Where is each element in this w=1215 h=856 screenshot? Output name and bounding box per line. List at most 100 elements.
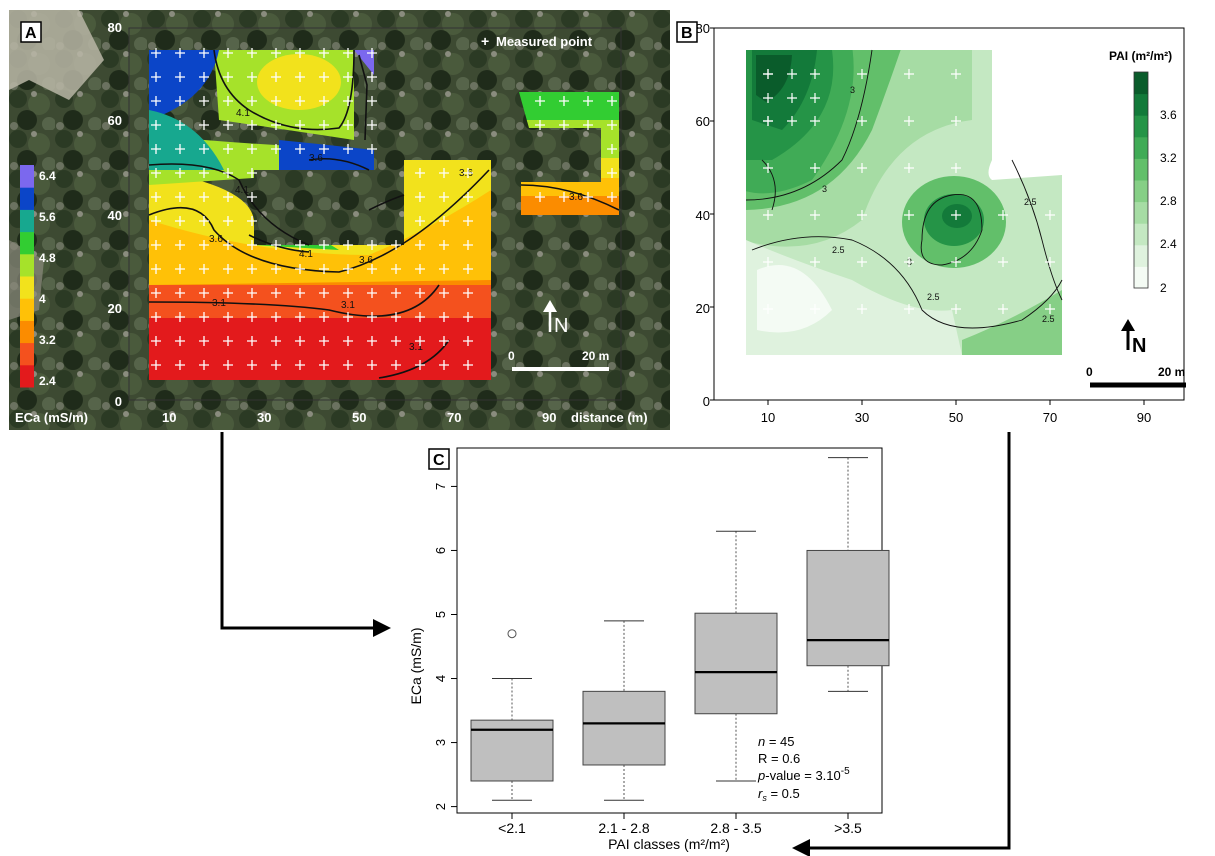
measured-points — [151, 48, 617, 370]
pai-contour-label: 2.5 — [832, 245, 845, 255]
measured-point-mark — [271, 120, 281, 130]
pai-legend-title: PAI (m²/m²) — [1109, 49, 1172, 63]
measured-point-mark — [199, 360, 209, 370]
pai-legend-swatch — [1134, 115, 1148, 138]
measured-point-mark — [367, 288, 377, 298]
y-tick-label: 60 — [696, 114, 710, 129]
svg-text:p-value = 3.10-5: p-value = 3.10-5 — [757, 766, 850, 783]
measured-point-mark — [463, 336, 473, 346]
panel-b-tick-marks — [710, 27, 1145, 405]
measured-point-mark — [175, 312, 185, 322]
outlier-point — [507, 629, 517, 639]
measured-point-mark — [223, 72, 233, 82]
pai-point-mark — [951, 69, 961, 79]
pai-point-mark — [857, 304, 867, 314]
measured-point-mark — [175, 168, 185, 178]
ec-legend-tick: 5.6 — [39, 210, 56, 224]
measured-point-mark — [295, 360, 305, 370]
measured-point-mark — [559, 96, 569, 106]
pai-legend-ticks: 3.6 3.2 2.8 2.4 2 — [1160, 108, 1177, 295]
measured-point-mark — [223, 264, 233, 274]
measured-point-mark — [271, 96, 281, 106]
measured-point-mark — [319, 240, 329, 250]
ec-legend-ticks: 6.4 5.6 4.8 4 3.2 2.4 — [39, 169, 56, 388]
measured-point-mark — [367, 72, 377, 82]
measured-point-mark — [175, 240, 185, 250]
measured-point-mark — [607, 192, 617, 202]
measured-point-mark — [151, 288, 161, 298]
y-tick-label: 6 — [433, 547, 448, 554]
measured-point-mark — [247, 168, 257, 178]
pai-point-mark — [951, 304, 961, 314]
measured-point-mark — [415, 288, 425, 298]
measured-point-mark — [367, 96, 377, 106]
pai-point-mark — [810, 116, 820, 126]
stat-rs-value: = 0.5 — [767, 786, 800, 801]
panel-a-map: 4.1 4.1 3.6 3.6 3.6 3.6 4.1 3.1 3.1 3.1 … — [9, 10, 670, 430]
ec-legend-swatch — [20, 253, 34, 277]
measured-point-mark — [343, 288, 353, 298]
pai-point-mark — [951, 116, 961, 126]
pai-point-mark — [857, 163, 867, 173]
measured-point-mark — [415, 168, 425, 178]
measured-point-mark — [607, 96, 617, 106]
measured-point-mark — [343, 48, 353, 58]
measured-point-mark — [247, 120, 257, 130]
measured-point-mark — [463, 360, 473, 370]
ec-contour-label: 4.1 — [299, 249, 313, 260]
pai-point-mark — [763, 257, 773, 267]
y-axis: 2 3 4 5 6 7 — [433, 483, 457, 810]
measured-point-mark — [247, 336, 257, 346]
x-tick-label: 90 — [542, 410, 556, 425]
measured-point-mark — [559, 192, 569, 202]
measured-point-mark — [391, 288, 401, 298]
measured-point-mark — [175, 144, 185, 154]
pai-point-mark — [857, 210, 867, 220]
measured-point-mark — [535, 120, 545, 130]
measured-point-mark — [175, 48, 185, 58]
ec-legend-tick: 4 — [39, 292, 46, 306]
stat-rs-label: r — [758, 786, 763, 801]
measured-point-mark — [439, 312, 449, 322]
y-tick-label: 60 — [108, 113, 122, 128]
measured-point-mark — [199, 264, 209, 274]
distance-axis-label: distance (m) — [571, 410, 648, 425]
measured-point-mark — [343, 360, 353, 370]
x-tick-label: 50 — [949, 410, 963, 425]
pai-legend-swatch — [1134, 244, 1148, 267]
y-tick-label: 20 — [696, 301, 710, 316]
measured-point-mark — [223, 288, 233, 298]
pai-point-mark — [951, 163, 961, 173]
measured-point-mark — [223, 168, 233, 178]
y-tick-label: 40 — [696, 208, 710, 223]
measured-point-mark — [391, 336, 401, 346]
measured-point-mark — [367, 48, 377, 58]
measured-point-mark — [607, 144, 617, 154]
pai-contour-label: 3 — [822, 184, 827, 194]
x-tick-label: 90 — [1137, 410, 1151, 425]
measured-point-mark — [271, 144, 281, 154]
pai-point-mark — [810, 304, 820, 314]
measured-point-mark — [391, 240, 401, 250]
measured-point-mark — [607, 120, 617, 130]
measured-point-mark — [415, 264, 425, 274]
measured-point-mark — [463, 240, 473, 250]
measured-point-mark — [295, 288, 305, 298]
ec-contour-label: 3.6 — [209, 234, 223, 245]
measured-point-mark — [463, 192, 473, 202]
box — [694, 612, 778, 715]
category-label: 2.8 - 3.5 — [710, 820, 762, 836]
measured-point-mark — [151, 48, 161, 58]
pai-legend-tick: 3.6 — [1160, 108, 1177, 122]
pai-point-mark — [787, 69, 797, 79]
x-tick-label: 30 — [855, 410, 869, 425]
north-arrow-icon — [543, 300, 557, 332]
panel-a-letter: A — [25, 25, 37, 42]
pai-legend-swatch — [1134, 180, 1148, 203]
svg-text:n = 45: n = 45 — [758, 734, 795, 749]
pai-point-mark — [998, 210, 1008, 220]
panel-b-y-ticks: 0 20 40 60 80 — [696, 21, 710, 409]
y-tick-label: 20 — [108, 301, 122, 316]
pai-point-mark — [904, 304, 914, 314]
pai-legend-tick: 3.2 — [1160, 151, 1177, 165]
